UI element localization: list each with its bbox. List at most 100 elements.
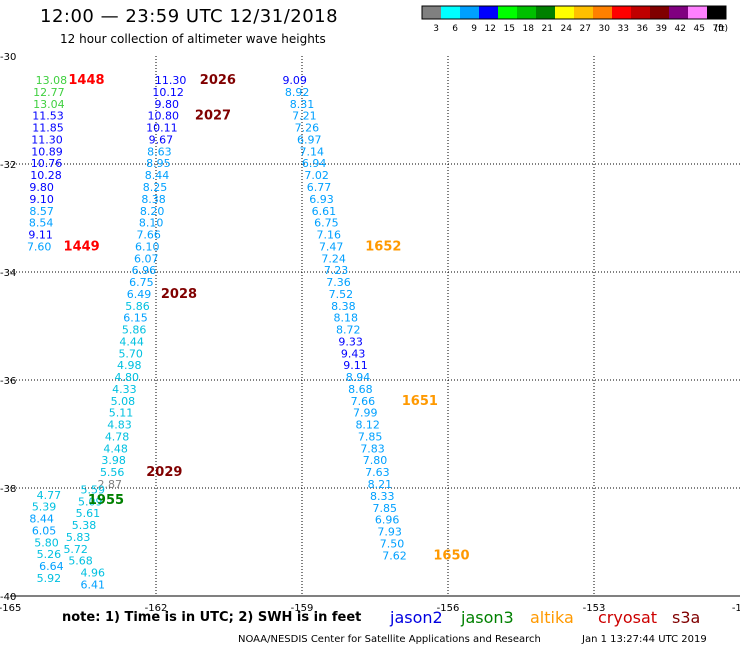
wave-height-point: 12.77 <box>33 86 65 99</box>
wave-height-point: 8.57 <box>29 205 54 218</box>
wave-height-point: 4.33 <box>112 383 137 396</box>
scale-swatch <box>422 6 441 19</box>
wave-height-point: 7.36 <box>326 276 351 289</box>
wave-height-point: 8.44 <box>145 169 170 182</box>
wave-height-point: 9.11 <box>28 229 53 242</box>
pass-time-label: 2028 <box>161 287 197 302</box>
wave-height-point: 8.68 <box>348 383 373 396</box>
scale-border <box>421 5 727 20</box>
wave-height-point: 8.10 <box>139 217 164 230</box>
pass-time-label: 2027 <box>195 109 231 124</box>
y-tick-label: -40 <box>0 592 16 603</box>
wave-height-point: 10.28 <box>30 169 62 182</box>
wave-height-point: 8.94 <box>346 371 371 384</box>
scale-label: 30 <box>599 24 611 34</box>
y-tick-label: -32 <box>0 160 16 171</box>
y-tick-label: -36 <box>0 376 16 387</box>
scale-swatch <box>479 6 498 19</box>
color-scale: 3 6 9 12 15 18 21 24 27 30 33 36 39 42 45 70(ft) <box>421 5 728 34</box>
scale-label: 12 <box>485 24 496 34</box>
scale-label: 39 <box>656 24 668 34</box>
wave-height-point: 9.11 <box>343 359 368 372</box>
pass-time-label: 1650 <box>433 548 469 563</box>
scale-swatch <box>555 6 574 19</box>
wave-height-point: 6.64 <box>39 560 64 573</box>
wave-height-point: 7.21 <box>292 110 317 123</box>
wave-height-point: 4.78 <box>105 430 130 443</box>
wave-height-point: 5.83 <box>66 531 91 544</box>
wave-height-point: 6.75 <box>314 217 339 230</box>
wave-height-point: 5.80 <box>34 536 59 549</box>
scale-swatch <box>498 6 517 19</box>
wave-height-point: 7.85 <box>358 430 383 443</box>
wave-height-point: 9.80 <box>154 98 179 111</box>
scale-swatch <box>593 6 612 19</box>
wave-height-point: 5.72 <box>63 543 88 556</box>
scale-swatch <box>650 6 669 19</box>
wave-height-point: 6.96 <box>375 514 400 527</box>
legend-cryosat: cryosat <box>598 608 658 627</box>
wave-height-point: 8.18 <box>334 312 359 325</box>
wave-height-point: 8.95 <box>146 157 171 170</box>
scale-label: 27 <box>580 24 591 34</box>
wave-height-point: 6.10 <box>135 240 160 253</box>
pass-time-label: 2029 <box>146 465 182 480</box>
wave-height-point: 9.80 <box>29 181 54 194</box>
wave-height-point: 4.83 <box>107 419 132 432</box>
wave-height-point: 13.08 <box>36 74 68 87</box>
wave-height-point: 8.33 <box>370 490 395 503</box>
wave-height-point: 5.08 <box>111 395 136 408</box>
wave-height-point: 6.97 <box>297 133 322 146</box>
wave-height-point: 9.10 <box>29 193 54 206</box>
wave-height-point: 9.09 <box>282 74 307 87</box>
wave-height-point: 4.80 <box>115 371 140 384</box>
wave-height-point: 7.47 <box>319 240 344 253</box>
wave-height-point: 8.38 <box>141 193 166 206</box>
wave-height-point: 10.89 <box>31 145 63 158</box>
wave-height-point: 5.11 <box>109 407 134 420</box>
pass-time-label: 1955 <box>88 493 124 508</box>
scale-swatch <box>707 6 726 19</box>
wave-height-point: 8.31 <box>290 98 315 111</box>
scale-swatch <box>669 6 688 19</box>
chart-title: 12:00 — 23:59 UTC 12/31/2018 <box>40 6 339 27</box>
wave-height-point: 6.05 <box>32 524 57 537</box>
legend-jason2: jason2 <box>390 608 443 627</box>
wave-height-point: 6.41 <box>80 578 105 591</box>
scale-swatch <box>441 6 460 19</box>
wave-height-point: 7.50 <box>380 537 405 550</box>
wave-height-point: 4.77 <box>37 489 62 502</box>
wave-height-point: 7.93 <box>377 526 402 539</box>
footer-note: note: 1) Time is in UTC; 2) SWH is in fe… <box>62 610 362 625</box>
wave-height-point: 9.43 <box>341 347 366 360</box>
x-tick-label: -156 <box>437 603 460 614</box>
wave-height-point: 7.16 <box>317 229 342 242</box>
wave-height-point: 6.75 <box>129 276 154 289</box>
scale-unit: (ft) <box>714 24 728 34</box>
credit-text: NOAA/NESDIS Center for Satellite Applica… <box>238 634 541 645</box>
wave-height-point: 7.52 <box>329 288 354 301</box>
wave-height-point: 7.63 <box>365 466 390 479</box>
scale-swatch <box>574 6 593 19</box>
wave-height-point: 10.12 <box>152 86 184 99</box>
y-tick-label: -34 <box>0 268 16 279</box>
scale-label: 36 <box>637 24 649 34</box>
wave-height-point: 6.07 <box>134 252 159 265</box>
wave-height-point: 7.60 <box>27 240 52 253</box>
scale-swatch <box>612 6 631 19</box>
scale-label: 21 <box>542 24 553 34</box>
wave-height-point: 11.30 <box>155 74 187 87</box>
wave-height-point: 8.44 <box>29 513 54 526</box>
wave-height-point: 13.04 <box>33 98 65 111</box>
wave-height-point: 3.98 <box>101 454 126 467</box>
wave-height-point: 7.83 <box>360 442 385 455</box>
wave-height-point: 7.02 <box>304 169 329 182</box>
y-tick-label: -30 <box>0 52 16 63</box>
wave-height-point: 8.92 <box>285 86 310 99</box>
wave-height-point: 8.12 <box>355 419 380 432</box>
wave-height-point: 7.62 <box>382 549 407 562</box>
wave-height-point: 5.39 <box>32 501 57 514</box>
wave-height-point: 7.66 <box>136 229 161 242</box>
chart-subtitle: 12 hour collection of altimeter wave hei… <box>60 32 326 46</box>
scale-label: 15 <box>504 24 515 34</box>
